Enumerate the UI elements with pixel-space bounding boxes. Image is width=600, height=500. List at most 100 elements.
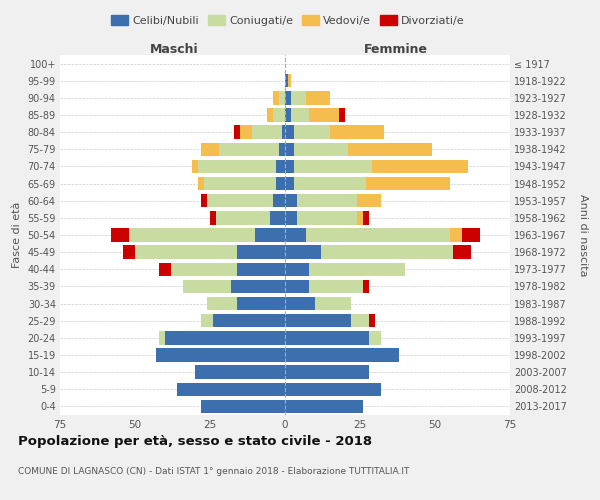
Bar [207, 297, 237, 310]
Bar [285, 400, 363, 413]
Bar [306, 91, 330, 104]
Bar [198, 160, 276, 173]
Bar [285, 177, 294, 190]
Bar [285, 382, 381, 396]
Bar [285, 108, 291, 122]
Bar [231, 280, 285, 293]
Y-axis label: Fasce di età: Fasce di età [12, 202, 22, 268]
Bar [276, 160, 285, 173]
Bar [201, 400, 285, 413]
Bar [201, 194, 207, 207]
Bar [171, 262, 237, 276]
Bar [294, 160, 372, 173]
Bar [369, 314, 375, 328]
Bar [357, 194, 381, 207]
Bar [309, 280, 363, 293]
Bar [285, 331, 369, 344]
Bar [219, 142, 279, 156]
Bar [204, 177, 276, 190]
Bar [297, 211, 357, 224]
Bar [159, 331, 165, 344]
Bar [330, 126, 384, 139]
Bar [291, 91, 306, 104]
Bar [285, 160, 294, 173]
Bar [339, 108, 345, 122]
Bar [177, 382, 285, 396]
Bar [237, 297, 285, 310]
Bar [351, 314, 369, 328]
Bar [267, 108, 273, 122]
Bar [285, 211, 297, 224]
Legend: Celibi/Nubili, Coniugati/e, Vedovi/e, Divorziati/e: Celibi/Nubili, Coniugati/e, Vedovi/e, Di… [107, 10, 469, 30]
Bar [183, 280, 231, 293]
Y-axis label: Anni di nascita: Anni di nascita [578, 194, 588, 276]
Bar [285, 74, 288, 88]
Text: Maschi: Maschi [149, 43, 199, 56]
Bar [285, 228, 306, 241]
Bar [285, 348, 399, 362]
Bar [237, 246, 285, 259]
Bar [309, 262, 405, 276]
Bar [285, 366, 369, 379]
Bar [297, 194, 357, 207]
Bar [273, 194, 285, 207]
Bar [294, 177, 366, 190]
Bar [111, 228, 129, 241]
Bar [450, 228, 462, 241]
Bar [216, 211, 270, 224]
Bar [156, 348, 285, 362]
Bar [369, 331, 381, 344]
Bar [285, 314, 351, 328]
Bar [462, 228, 480, 241]
Bar [315, 297, 351, 310]
Bar [201, 142, 219, 156]
Bar [213, 314, 285, 328]
Bar [285, 297, 315, 310]
Bar [201, 314, 213, 328]
Bar [255, 228, 285, 241]
Bar [198, 177, 204, 190]
Bar [192, 160, 198, 173]
Bar [276, 177, 285, 190]
Bar [288, 74, 291, 88]
Bar [240, 126, 252, 139]
Bar [357, 211, 363, 224]
Bar [123, 246, 135, 259]
Bar [366, 177, 450, 190]
Bar [285, 194, 297, 207]
Bar [237, 262, 285, 276]
Bar [252, 126, 282, 139]
Bar [309, 108, 339, 122]
Bar [285, 126, 294, 139]
Bar [279, 142, 285, 156]
Bar [210, 211, 216, 224]
Bar [321, 246, 453, 259]
Bar [159, 262, 171, 276]
Bar [195, 366, 285, 379]
Bar [285, 142, 294, 156]
Bar [273, 91, 279, 104]
Bar [306, 228, 450, 241]
Bar [291, 108, 309, 122]
Bar [273, 108, 285, 122]
Bar [285, 246, 321, 259]
Bar [363, 211, 369, 224]
Bar [135, 246, 237, 259]
Bar [285, 280, 309, 293]
Bar [348, 142, 432, 156]
Bar [165, 331, 285, 344]
Bar [285, 91, 291, 104]
Bar [453, 246, 471, 259]
Bar [363, 280, 369, 293]
Bar [129, 228, 255, 241]
Bar [372, 160, 468, 173]
Bar [270, 211, 285, 224]
Bar [285, 262, 309, 276]
Text: Femmine: Femmine [364, 43, 428, 56]
Bar [234, 126, 240, 139]
Bar [282, 126, 285, 139]
Bar [294, 142, 348, 156]
Bar [294, 126, 330, 139]
Text: Popolazione per età, sesso e stato civile - 2018: Popolazione per età, sesso e stato civil… [18, 435, 372, 448]
Text: COMUNE DI LAGNASCO (CN) - Dati ISTAT 1° gennaio 2018 - Elaborazione TUTTITALIA.I: COMUNE DI LAGNASCO (CN) - Dati ISTAT 1° … [18, 468, 409, 476]
